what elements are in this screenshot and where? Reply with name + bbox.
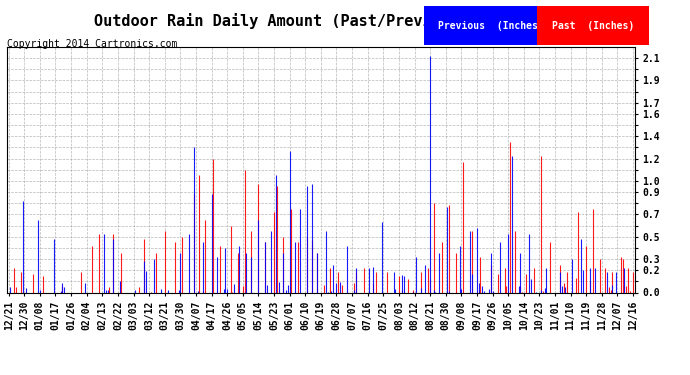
Text: Past  (Inches): Past (Inches) <box>552 21 634 31</box>
Text: Previous  (Inches): Previous (Inches) <box>438 21 544 31</box>
Text: Copyright 2014 Cartronics.com: Copyright 2014 Cartronics.com <box>7 39 177 50</box>
Text: Outdoor Rain Daily Amount (Past/Previous Year) 20141221: Outdoor Rain Daily Amount (Past/Previous… <box>94 13 596 29</box>
